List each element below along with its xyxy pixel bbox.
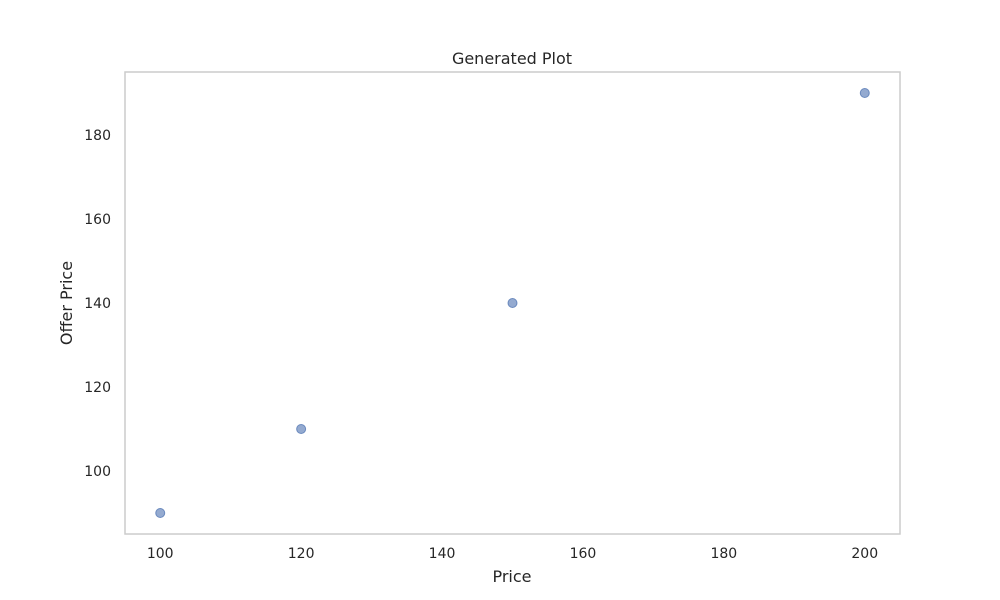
chart-title: Generated Plot	[452, 49, 572, 68]
x-axis-label: Price	[492, 567, 531, 586]
scatter-point	[155, 508, 166, 518]
x-axis-ticks: 100 120 140 160 180 200	[147, 546, 878, 562]
scatter-point	[507, 298, 518, 308]
y-tick-label: 180	[84, 128, 111, 144]
plot-area	[155, 88, 870, 518]
x-tick-label: 100	[147, 546, 174, 562]
y-axis-ticks: 100 120 140 160 180	[84, 128, 111, 480]
plot-frame	[124, 71, 901, 535]
x-tick-label: 180	[710, 546, 737, 562]
x-tick-label: 120	[288, 546, 315, 562]
x-tick-label: 200	[851, 546, 878, 562]
y-tick-label: 100	[84, 464, 111, 480]
y-axis-label: Offer Price	[57, 261, 76, 345]
x-tick-label: 140	[429, 546, 456, 562]
scatter-point	[859, 88, 870, 98]
x-tick-label: 160	[570, 546, 597, 562]
y-tick-label: 160	[84, 212, 111, 228]
scatter-point	[296, 424, 307, 434]
y-tick-label: 120	[84, 380, 111, 396]
y-tick-label: 140	[84, 296, 111, 312]
